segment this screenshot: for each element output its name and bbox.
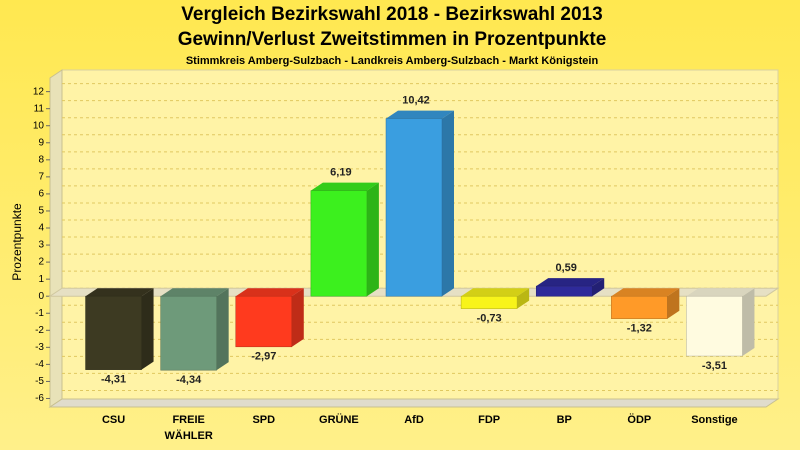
y-tick-label: 10 — [33, 120, 45, 131]
y-axis-label: Prozentpunkte — [10, 203, 24, 281]
x-tick-label-line: WÄHLER — [165, 429, 213, 442]
y-tick-label: -6 — [35, 393, 44, 404]
value-label: -0,73 — [477, 313, 502, 325]
value-label: -1,32 — [627, 323, 652, 335]
x-tick-label-line: Sonstige — [691, 414, 737, 426]
bar-side — [592, 278, 605, 297]
x-tick-label-line: AfD — [404, 414, 424, 426]
x-tick-label-line: GRÜNE — [319, 413, 359, 426]
x-tick-label: FREIE WÄHLER — [165, 414, 213, 442]
value-label: -3,51 — [702, 360, 727, 372]
x-tick-label: SPD — [252, 414, 275, 426]
bar-top — [536, 278, 605, 287]
bar — [535, 285, 593, 297]
bar-top — [235, 288, 304, 297]
value-label: -4,34 — [176, 374, 202, 386]
y-tick-label: 9 — [38, 137, 44, 148]
bar-side — [667, 288, 680, 319]
floor — [48, 398, 780, 408]
bar-top — [310, 182, 379, 191]
x-tick-label-line: BP — [557, 414, 572, 426]
value-label: 10,42 — [402, 94, 430, 106]
x-tick-label-line: FREIE — [172, 414, 204, 426]
y-tick-label: 1 — [38, 274, 44, 285]
x-tick-label: ÖDP — [627, 413, 651, 426]
bar — [235, 295, 293, 348]
y-tick-label: -5 — [35, 376, 44, 387]
x-tick-label: AfD — [404, 414, 424, 426]
y-tick-label: 0 — [38, 291, 44, 302]
bar-top — [461, 288, 530, 297]
bar — [385, 118, 443, 297]
bar — [85, 295, 142, 370]
bar-side — [742, 288, 755, 357]
y-tick-label: 3 — [38, 240, 44, 251]
value-label: -4,31 — [101, 374, 126, 386]
y-tick-label: -3 — [35, 342, 44, 353]
y-tick-label: 4 — [38, 223, 44, 234]
value-label: 0,59 — [556, 262, 577, 274]
bar-top — [160, 288, 229, 297]
chart-caption: Stimmkreis Amberg-Sulzbach - Landkreis A… — [186, 55, 599, 67]
value-label: 6,19 — [330, 167, 351, 179]
bar-side — [442, 110, 454, 297]
bar-top — [686, 288, 755, 297]
value-label: -2,97 — [251, 351, 276, 363]
bar — [160, 295, 217, 371]
x-tick-label: GRÜNE — [319, 413, 359, 426]
y-tick-label: 7 — [38, 172, 44, 183]
x-tick-label-line: FDP — [478, 414, 500, 426]
bar — [611, 295, 668, 319]
x-tick-label-line: ÖDP — [627, 413, 651, 426]
bar-top — [85, 288, 154, 297]
bar-side — [517, 288, 530, 309]
chart-subtitle: Gewinn/Verlust Zweitstimmen in Prozentpu… — [178, 29, 607, 50]
x-tick-label: BP — [557, 414, 572, 426]
bar-side — [291, 288, 304, 347]
bar-side — [141, 288, 154, 370]
bar-top — [386, 110, 454, 119]
bar-top — [611, 288, 680, 297]
x-tick-label: CSU — [102, 414, 125, 426]
x-tick-label-line: CSU — [102, 414, 125, 426]
y-tick-label: -2 — [35, 325, 44, 336]
x-tick-label-line: SPD — [252, 414, 275, 426]
side-wall — [49, 69, 63, 408]
y-tick-label: -1 — [35, 308, 44, 319]
bar — [310, 190, 368, 297]
chart-title: Vergleich Bezirkswahl 2018 - Bezirkswahl… — [181, 4, 602, 25]
x-tick-label: FDP — [478, 414, 500, 426]
y-tick-label: 8 — [38, 154, 44, 165]
x-tick-label: Sonstige — [691, 414, 737, 426]
bar — [686, 295, 743, 357]
y-tick-label: 11 — [34, 103, 45, 114]
bar — [460, 295, 518, 309]
y-tick-label: 6 — [38, 189, 44, 200]
y-tick-label: 5 — [38, 206, 44, 217]
bar-side — [366, 182, 379, 297]
y-tick-label: 12 — [33, 86, 45, 97]
bar-side — [216, 288, 229, 371]
y-tick-label: 2 — [38, 257, 44, 268]
y-tick-label: -4 — [35, 359, 44, 370]
